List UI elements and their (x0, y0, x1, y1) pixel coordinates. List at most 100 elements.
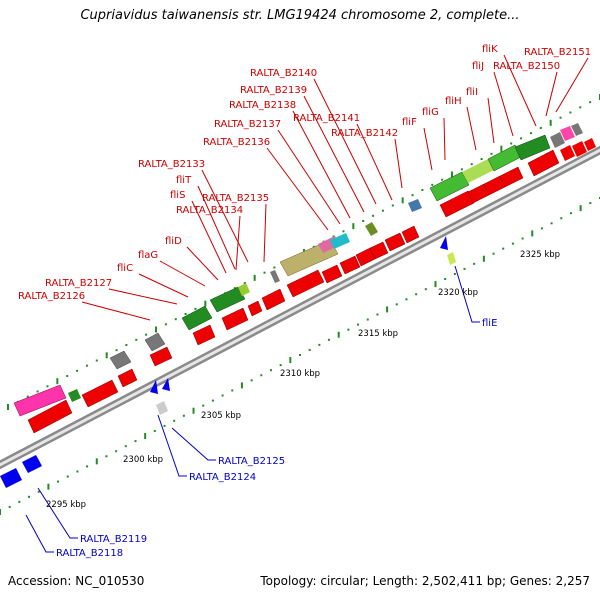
cds-arrow[interactable] (560, 145, 575, 161)
feature-block[interactable] (560, 126, 575, 141)
gene-label[interactable]: RALTA_B2124 (189, 472, 256, 483)
cds-arrow[interactable] (192, 324, 216, 346)
tick-mark (269, 369, 272, 372)
tick-mark (424, 288, 427, 291)
cds-arrow[interactable] (384, 232, 406, 252)
gene-label[interactable]: fliE (482, 318, 497, 329)
gene-label[interactable]: RALTA_B2136 (203, 137, 270, 148)
reverse-cds-arrow[interactable] (22, 455, 42, 473)
cds-arrow[interactable] (339, 255, 361, 275)
cds-arrow[interactable] (439, 190, 475, 218)
tick-mark (579, 106, 582, 109)
cds-arrow[interactable] (149, 346, 173, 367)
reverse-cds-arrow[interactable] (440, 236, 448, 250)
cds-arrow[interactable] (286, 269, 325, 298)
tick-mark (492, 252, 495, 255)
tick-mark (342, 230, 345, 233)
tick-mark (549, 119, 552, 126)
tick-mark (299, 354, 301, 356)
gene-label[interactable]: fliK (482, 44, 498, 55)
gene-label[interactable]: RALTA_B2133 (138, 159, 205, 170)
cds-arrow[interactable] (401, 225, 420, 244)
tick-mark (540, 227, 543, 230)
cds-arrow[interactable] (221, 307, 249, 331)
feature-block[interactable] (181, 305, 213, 331)
cds-arrow[interactable] (527, 149, 560, 177)
tick-mark (57, 480, 60, 483)
tick-mark (539, 127, 542, 129)
gene-label[interactable]: fliT (176, 175, 192, 186)
tick-mark (250, 379, 253, 382)
tick-mark (36, 390, 39, 393)
gene-label[interactable]: RALTA_B2142 (331, 128, 398, 139)
gene-label[interactable]: flaG (138, 250, 158, 261)
cds-arrow[interactable] (572, 141, 587, 157)
cds-arrow[interactable] (117, 368, 138, 388)
tick-mark (253, 274, 256, 281)
tick-mark (589, 101, 592, 104)
cds-arrow[interactable] (261, 288, 286, 311)
feature-block[interactable] (270, 270, 280, 283)
feature-block[interactable] (408, 199, 422, 212)
gene-label[interactable]: RALTA_B2138 (229, 100, 296, 111)
feature-block[interactable] (571, 123, 583, 136)
feature-block[interactable] (330, 233, 350, 249)
feature-block[interactable] (429, 171, 470, 202)
feature-block[interactable] (209, 286, 246, 313)
feature-block[interactable] (156, 401, 168, 415)
tick-mark (372, 214, 375, 217)
tick-mark (95, 359, 98, 362)
gene-label[interactable]: fliJ (472, 61, 484, 72)
gene-label[interactable]: RALTA_B2151 (524, 47, 591, 58)
gene-label[interactable]: RALTA_B2127 (45, 278, 112, 289)
gene-label[interactable]: RALTA_B2119 (80, 534, 147, 545)
cds-arrow[interactable] (247, 300, 263, 317)
gene-label[interactable]: RALTA_B2141 (293, 113, 360, 124)
feature-block[interactable] (238, 283, 250, 296)
label-leader-line (545, 71, 558, 117)
reverse-cds-arrow[interactable] (162, 378, 170, 391)
gene-label[interactable]: RALTA_B2140 (250, 68, 317, 79)
tick-mark (260, 374, 263, 377)
reverse-cds-arrow[interactable] (0, 468, 22, 488)
cds-arrow[interactable] (81, 379, 119, 408)
gene-label[interactable]: fliS (170, 190, 185, 201)
tick-mark (328, 338, 331, 341)
gene-label[interactable]: fliD (165, 236, 182, 247)
gene-label[interactable]: fliG (422, 107, 439, 118)
tick-mark (441, 178, 444, 181)
tick-mark (221, 394, 224, 397)
feature-block[interactable] (109, 350, 132, 370)
cds-arrow[interactable] (499, 166, 524, 188)
feature-block[interactable] (550, 132, 565, 148)
tick-mark (463, 267, 466, 270)
feature-block[interactable] (144, 332, 166, 352)
tick-mark (204, 300, 207, 307)
gene-label[interactable]: RALTA_B2125 (218, 456, 285, 467)
gene-label[interactable]: fliI (466, 87, 478, 98)
feature-block[interactable] (68, 389, 81, 402)
feature-block[interactable] (462, 159, 494, 183)
gene-label[interactable]: RALTA_B2150 (493, 61, 560, 72)
feature-block[interactable] (447, 252, 456, 265)
feature-block[interactable] (365, 222, 378, 236)
cds-arrow[interactable] (584, 138, 596, 151)
gene-label[interactable]: RALTA_B2135 (202, 193, 269, 204)
reverse-cds-arrow[interactable] (150, 380, 158, 394)
label-leader-line (503, 54, 537, 127)
gene-label[interactable]: RALTA_B2134 (176, 205, 243, 216)
gene-label[interactable]: fliF (402, 117, 417, 128)
cds-arrow[interactable] (321, 264, 343, 284)
gene-label[interactable]: RALTA_B2126 (18, 291, 85, 302)
cds-arrow[interactable] (27, 399, 73, 434)
gene-label[interactable]: RALTA_B2139 (240, 85, 307, 96)
gene-label[interactable]: fliC (117, 263, 133, 274)
gene-label[interactable]: RALTA_B2118 (56, 548, 123, 559)
feature-block[interactable] (13, 384, 67, 417)
gene-label[interactable]: RALTA_B2137 (214, 119, 281, 130)
tick-mark (85, 364, 88, 367)
tick-mark (510, 142, 513, 145)
cds-arrow[interactable] (369, 241, 389, 260)
feature-block[interactable] (514, 134, 551, 161)
gene-label[interactable]: fliH (445, 96, 462, 107)
